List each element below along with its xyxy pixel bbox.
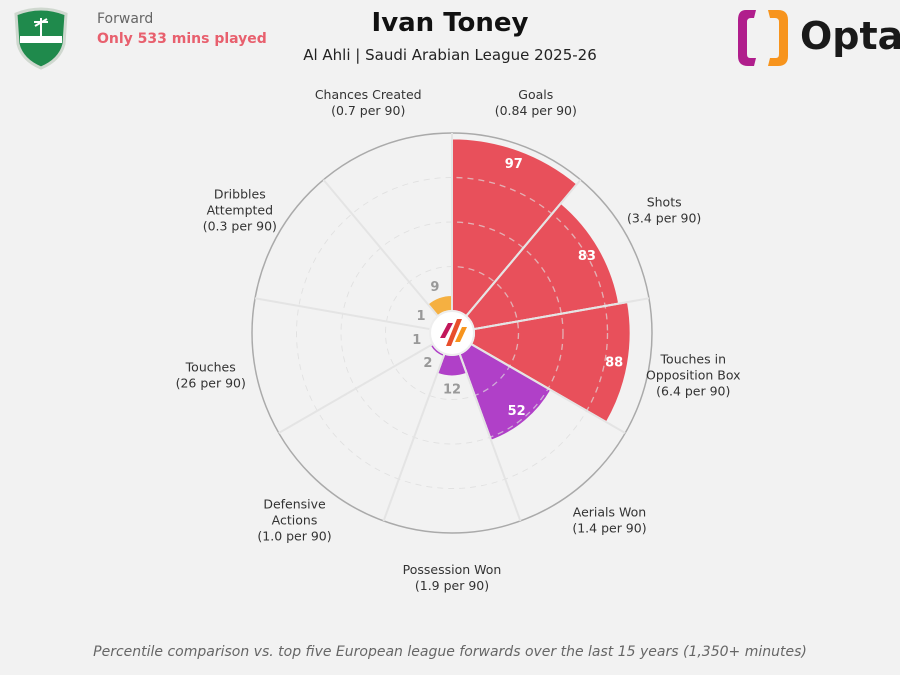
grid-ring-light [296, 177, 608, 489]
category-label: Shots (3.4 per 90) [627, 195, 701, 226]
minutes-note: Only 533 mins played [97, 31, 267, 47]
category-label: Chances Created (0.7 per 90) [315, 87, 422, 118]
category-label: Possession Won (1.9 per 90) [403, 562, 502, 593]
opta-logo-icon [738, 10, 788, 66]
value-label: 97 [505, 157, 523, 172]
opta-brand: Opta [800, 14, 900, 58]
value-label: 1 [412, 333, 421, 348]
center-logo-icon [440, 323, 453, 338]
spoke [458, 353, 522, 522]
spoke [322, 179, 439, 317]
value-label: 9 [430, 280, 439, 295]
value-label: 2 [423, 356, 432, 371]
center-logo-stroke [455, 327, 467, 342]
category-label: Touches (26 per 90) [176, 360, 246, 391]
category-label: Dribbles Attempted (0.3 per 90) [203, 187, 277, 234]
value-label: 52 [508, 404, 526, 419]
value-label: 83 [578, 249, 596, 264]
spoke [470, 343, 626, 434]
subtitle: Al Ahli | Saudi Arabian League 2025-26 [303, 46, 597, 64]
category-label: Aerials Won (1.4 per 90) [572, 505, 646, 536]
value-label: 12 [443, 382, 461, 397]
page-title: Ivan Toney [371, 8, 529, 38]
club-crest [14, 7, 68, 70]
spoke [473, 297, 650, 331]
player-position: Forward [97, 11, 154, 27]
spoke [382, 353, 446, 522]
footnote: Percentile comparison vs. top five Europ… [93, 644, 807, 660]
grid-ring [295, 176, 609, 490]
category-label: Touches in Opposition Box (6.4 per 90) [646, 352, 741, 399]
value-label: 88 [605, 356, 623, 371]
category-label: Defensive Actions (1.0 per 90) [257, 497, 331, 544]
spoke [278, 343, 434, 434]
spoke [254, 297, 431, 331]
center-logo-stroke [446, 319, 462, 346]
spoke [465, 179, 582, 317]
value-label: 1 [416, 309, 425, 324]
category-label: Goals (0.84 per 90) [495, 87, 577, 118]
